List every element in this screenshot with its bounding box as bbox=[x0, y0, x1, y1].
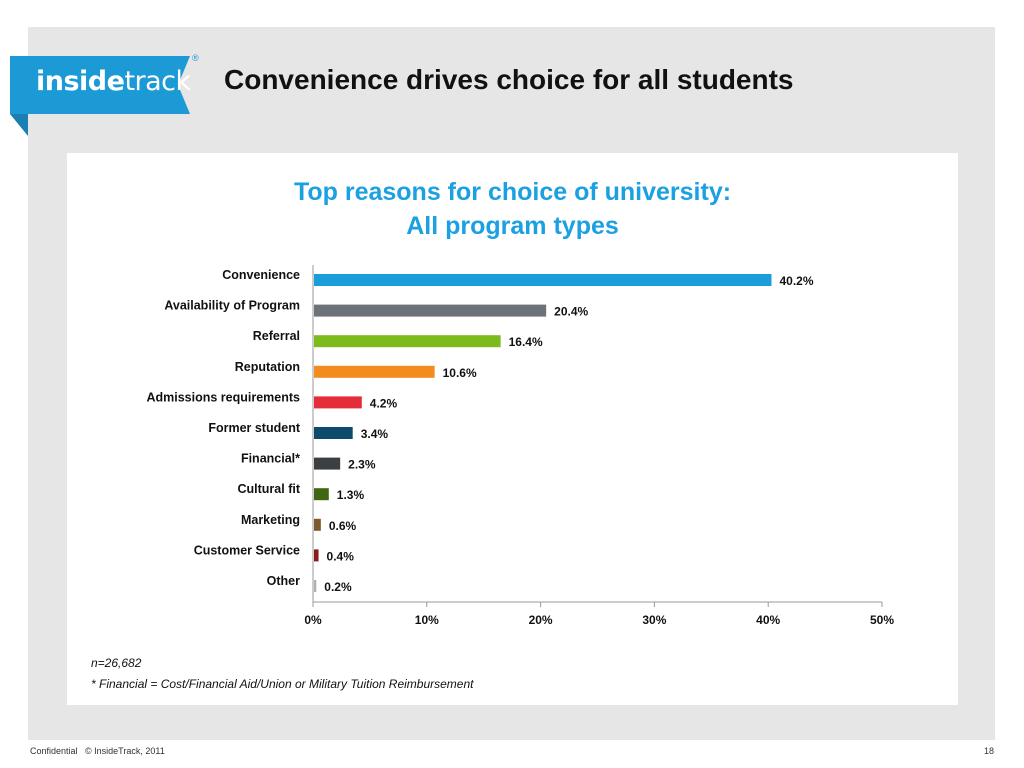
chart-title-line1: Top reasons for choice of university: bbox=[293, 178, 732, 206]
x-tick-label: 0% bbox=[304, 613, 322, 627]
category-label: Reputation bbox=[235, 360, 300, 374]
logo-text-light: track bbox=[124, 66, 191, 97]
value-label: 0.4% bbox=[327, 549, 355, 563]
x-tick-label: 20% bbox=[529, 613, 553, 627]
chart-title-line2: All program types bbox=[406, 212, 619, 240]
value-label: 2.3% bbox=[348, 458, 376, 472]
page-number: 18 bbox=[983, 746, 994, 756]
value-label: 3.4% bbox=[361, 427, 389, 441]
footer-confidential: Confidential © InsideTrack, 2011 bbox=[30, 746, 165, 756]
financial-footnote: * Financial = Cost/Financial Aid/Union o… bbox=[91, 677, 474, 691]
chart-panel: Top reasons for choice of university: Al… bbox=[67, 153, 958, 705]
x-tick-label: 10% bbox=[415, 613, 439, 627]
value-label: 20.4% bbox=[554, 305, 588, 319]
value-label: 0.6% bbox=[329, 519, 357, 533]
bar bbox=[314, 304, 547, 317]
category-label: Cultural fit bbox=[238, 482, 301, 496]
category-label: Marketing bbox=[241, 513, 300, 527]
value-label: 40.2% bbox=[779, 274, 813, 288]
category-label: Financial* bbox=[241, 452, 300, 466]
value-label: 16.4% bbox=[509, 335, 543, 349]
x-tick-label: 40% bbox=[756, 613, 780, 627]
bar bbox=[314, 274, 772, 286]
category-label: Admissions requirements bbox=[146, 390, 300, 404]
bar bbox=[314, 365, 435, 378]
value-label: 1.3% bbox=[337, 488, 365, 502]
bar bbox=[314, 457, 341, 470]
bar bbox=[314, 335, 501, 348]
category-label: Availability of Program bbox=[164, 299, 300, 313]
value-label: 4.2% bbox=[370, 396, 398, 410]
bar bbox=[314, 549, 319, 562]
registered-mark: ® bbox=[192, 53, 199, 63]
value-label: 10.6% bbox=[443, 366, 477, 380]
category-label: Other bbox=[267, 574, 300, 588]
x-tick-label: 30% bbox=[642, 613, 666, 627]
bar bbox=[314, 518, 321, 531]
bar bbox=[314, 396, 362, 409]
slide-title: Convenience drives choice for all studen… bbox=[224, 64, 794, 95]
category-label: Convenience bbox=[222, 268, 300, 282]
bar bbox=[314, 580, 317, 592]
category-label: Referral bbox=[253, 329, 300, 343]
category-label: Former student bbox=[208, 421, 301, 435]
category-label: Customer Service bbox=[194, 543, 300, 557]
logo-wordmark: insidetrack bbox=[36, 66, 191, 98]
logo-badge-shape bbox=[10, 56, 190, 136]
sample-size-note: n=26,682 bbox=[91, 656, 142, 670]
bar bbox=[314, 427, 353, 439]
insidetrack-logo: insidetrack bbox=[10, 56, 191, 136]
x-tick-label: 50% bbox=[870, 613, 894, 627]
bar-chart: 0% 10% 20% 30% 40% 50% Convenience 40.2% Availab… bbox=[146, 265, 894, 627]
bar bbox=[314, 488, 329, 501]
logo-text-bold: inside bbox=[36, 66, 125, 97]
value-label: 0.2% bbox=[324, 580, 352, 594]
